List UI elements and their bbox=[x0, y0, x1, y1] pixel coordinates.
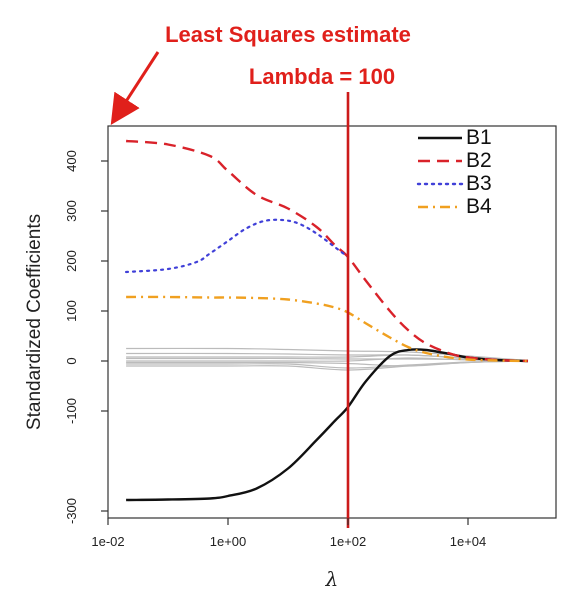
x-tick-label-4: 1e+04 bbox=[450, 534, 487, 549]
legend-label-b2: B2 bbox=[466, 149, 492, 172]
series-line-b4 bbox=[126, 295, 529, 363]
x-tick-label-1: 1e-02 bbox=[91, 534, 124, 549]
lambda-annotation: Lambda = 100 bbox=[249, 64, 395, 89]
y-axis: 400 300 200 100 0 -100 -300 bbox=[64, 150, 108, 524]
legend-label-b1: B1 bbox=[466, 126, 492, 149]
legend-label-b4: B4 bbox=[466, 195, 492, 218]
legend-label-b3: B3 bbox=[466, 172, 492, 195]
plot-frame bbox=[107, 125, 557, 519]
x-axis-label: λ bbox=[325, 567, 339, 591]
x-tick-label-3: 1e+02 bbox=[330, 534, 367, 549]
background-line-1 bbox=[126, 347, 529, 362]
least-squares-annotation: Least Squares estimate bbox=[165, 22, 411, 47]
y-tick-label-7: -300 bbox=[64, 498, 79, 524]
x-tick-label-2: 1e+00 bbox=[210, 534, 247, 549]
least-squares-arrow bbox=[110, 51, 160, 126]
x-axis: 1e-02 1e+00 1e+02 1e+04 bbox=[91, 518, 486, 549]
series-line-b3 bbox=[125, 218, 350, 274]
y-tick-label-2: 300 bbox=[64, 200, 79, 222]
y-tick-label-5: 0 bbox=[64, 357, 79, 364]
y-tick-label-4: 100 bbox=[64, 300, 79, 322]
y-tick-label-6: -100 bbox=[64, 398, 79, 424]
y-tick-label-1: 400 bbox=[64, 150, 79, 172]
y-axis-label: Standardized Coefficients bbox=[24, 214, 45, 430]
background-line-8 bbox=[126, 360, 529, 371]
y-tick-label-3: 200 bbox=[64, 250, 79, 272]
series-line-b1 bbox=[126, 348, 529, 502]
